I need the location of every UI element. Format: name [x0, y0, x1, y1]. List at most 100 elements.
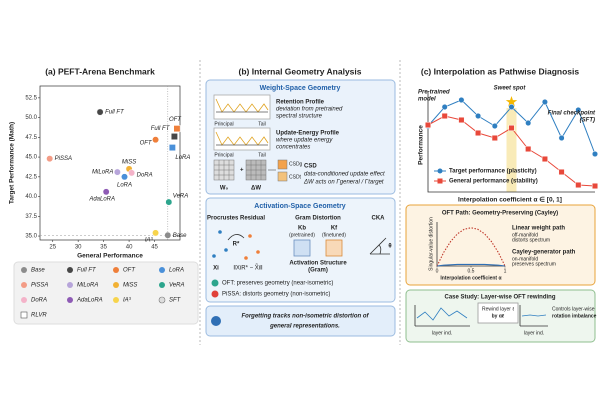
label: off-manifold — [512, 232, 538, 238]
label: OFT — [140, 140, 153, 146]
label: 0 — [436, 268, 439, 274]
label: CSDg — [289, 161, 303, 167]
label: IA³ — [145, 237, 154, 243]
label: (pretrained) — [289, 232, 315, 238]
point — [475, 129, 482, 137]
legend-swatch — [159, 282, 165, 288]
point — [164, 231, 172, 239]
point — [173, 125, 181, 133]
label: Tail — [258, 152, 266, 158]
label: on-manifold — [512, 256, 538, 262]
activation-icons — [211, 230, 390, 326]
label: Controls layer-wise — [552, 306, 595, 312]
label: 35 — [100, 245, 107, 251]
case-icons — [414, 302, 548, 327]
label: deviation from pretrained — [276, 107, 343, 113]
oft-box — [405, 204, 596, 286]
label: concentrates — [276, 145, 310, 151]
legend-swatch — [159, 267, 165, 273]
label: preserves spectrum — [512, 261, 556, 267]
label: OFT: preserves geometry (near-isometric) — [222, 281, 333, 287]
label: Target performance (plasticity) — [449, 169, 537, 175]
label: General Performance — [77, 253, 143, 260]
label: LoRA — [169, 268, 184, 274]
label: W₀ — [220, 186, 229, 192]
label: MiLoRA — [92, 170, 113, 176]
label: 45 — [151, 245, 158, 251]
label: Activation-Space Geometry — [254, 203, 346, 210]
label: AdaLoRA — [76, 298, 103, 304]
label: 25 — [49, 245, 56, 251]
label: distorts spectrum — [512, 237, 550, 243]
label: Interpolation coefficient α — [440, 275, 502, 281]
legend-swatch — [67, 282, 73, 288]
label: Base — [173, 233, 187, 239]
point — [121, 173, 128, 181]
legend-swatch — [437, 168, 443, 174]
label: MiLoRA — [77, 283, 98, 289]
label: Weight-Space Geometry — [260, 85, 341, 92]
label: Pre-trained — [418, 90, 450, 96]
point — [46, 155, 54, 163]
point — [165, 198, 173, 206]
label: Case Study: Layer-wise OFT rewinding — [444, 295, 555, 301]
point — [541, 155, 548, 163]
point — [575, 106, 582, 114]
point — [441, 112, 448, 120]
legend-swatch — [21, 282, 27, 288]
label: Retention Profile — [276, 100, 325, 106]
label: by αℓ — [492, 313, 505, 319]
point — [152, 229, 160, 237]
label: PiSSA — [55, 156, 72, 162]
label: Forgetting tracks non-isometric distorti… — [241, 314, 369, 320]
label: OFT — [123, 268, 136, 274]
label: (SFT) — [580, 118, 595, 124]
label: DoRA — [137, 172, 153, 178]
legend-swatch — [21, 297, 27, 303]
plot-frame — [39, 85, 181, 241]
label: 42.5 — [25, 174, 37, 180]
point — [525, 145, 532, 153]
label: DoRA — [31, 298, 47, 304]
label: Full FT — [105, 110, 125, 116]
label: Xi — [213, 266, 219, 272]
point — [170, 133, 178, 140]
label: 37.5 — [25, 214, 37, 220]
label: (Gram) — [308, 268, 328, 274]
label: where update energy — [276, 138, 333, 144]
label: 40.0 — [25, 194, 37, 200]
point — [491, 122, 498, 130]
legend-box — [13, 261, 199, 325]
label: CKA — [372, 216, 386, 222]
label: Base — [31, 268, 45, 274]
plus: + — [240, 168, 244, 174]
point — [168, 144, 176, 152]
legend-swatch — [113, 297, 119, 303]
point — [424, 121, 432, 129]
point — [591, 150, 599, 158]
label: 47.5 — [25, 135, 37, 141]
legend-swatch — [437, 178, 443, 184]
label: Kf — [331, 226, 338, 232]
label: Rewind layer ℓ — [482, 306, 514, 312]
label: 52.5 — [25, 95, 37, 101]
label: Full FT — [77, 268, 97, 274]
point — [575, 181, 582, 189]
label: (a) PEFT-Arena Benchmark — [45, 66, 155, 76]
legend-swatch — [67, 267, 73, 273]
label: MiSS — [123, 283, 137, 289]
takeaway-box — [205, 305, 396, 337]
label: Full FT — [151, 126, 171, 132]
series-line — [436, 263, 506, 267]
label: Interpolation coefficient α ∈ [0, 1] — [458, 196, 562, 204]
label: Final checkpoint — [548, 111, 596, 117]
label: Cayley-generator path — [512, 250, 576, 256]
label: layer ind. — [432, 330, 452, 336]
label: 40 — [126, 245, 133, 251]
label: model — [418, 97, 436, 103]
point — [491, 134, 498, 142]
label: (c) Interpolation as Pathwise Diagnosis — [421, 66, 579, 76]
point — [152, 136, 160, 144]
label: Procrustes Residual — [207, 216, 265, 222]
point — [102, 188, 110, 196]
